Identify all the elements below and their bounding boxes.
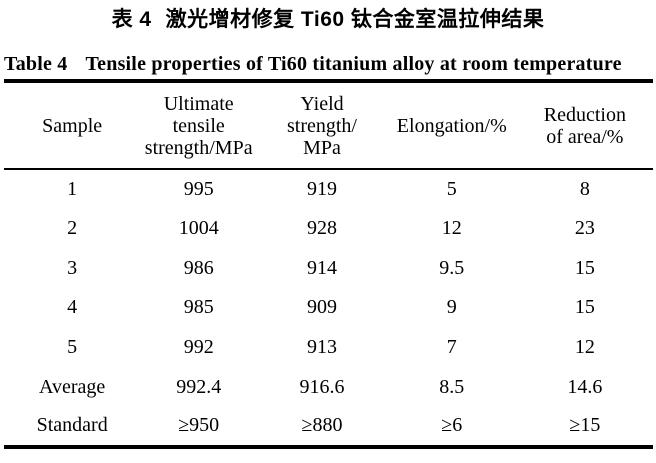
table-caption-english: Table 4 Tensile properties of Ti60 titani… bbox=[4, 52, 654, 76]
cell-elongation: 12 bbox=[441, 217, 462, 240]
cell-elongation: 9.5 bbox=[439, 256, 465, 279]
cell-elongation: ≥6 bbox=[441, 414, 463, 437]
table-header: Sample Ultimate tensile strength/MPa Yie… bbox=[4, 81, 653, 170]
header-yield-strength: Yield strength/ MPa bbox=[257, 81, 387, 170]
header-ultimate-tensile-strength: Ultimate tensile strength/MPa bbox=[140, 81, 258, 170]
cell-reduction: 14.6 bbox=[567, 375, 603, 398]
header-elongation: Elongation/% bbox=[386, 81, 517, 170]
cell-uts: 985 bbox=[183, 296, 214, 319]
cell-yield: 916.6 bbox=[299, 375, 345, 398]
cell-reduction: 15 bbox=[574, 256, 595, 279]
cell-elongation: 5 bbox=[446, 177, 457, 200]
cell-reduction: 12 bbox=[574, 336, 595, 359]
table-row-sample-5: 5 992 913 7 12 bbox=[4, 328, 653, 368]
cell-uts: 995 bbox=[183, 177, 214, 200]
cell-reduction: 23 bbox=[574, 217, 595, 240]
table-body: 1 995 919 5 8 2 1004 928 12 23 3 986 914… bbox=[4, 169, 653, 447]
cell-sample: 2 bbox=[67, 217, 78, 240]
table-row-average: Average 992.4 916.6 8.5 14.6 bbox=[4, 367, 653, 407]
table-row-standard: Standard ≥950 ≥880 ≥6 ≥15 bbox=[4, 407, 653, 447]
cell-yield: 913 bbox=[306, 336, 337, 359]
cell-sample: 4 bbox=[67, 296, 78, 319]
cell-elongation: 9 bbox=[446, 296, 457, 319]
table-title-chinese: 激光增材修复 Ti60 钛合金室温拉伸结果 bbox=[165, 8, 545, 31]
table-number-chinese: 表 4 bbox=[111, 8, 152, 31]
cell-uts: ≥950 bbox=[178, 414, 220, 437]
cell-sample: 5 bbox=[67, 336, 78, 359]
header-sample: Sample bbox=[4, 81, 141, 170]
table-row-sample-1: 1 995 919 5 8 bbox=[4, 169, 653, 209]
table-title-english: Tensile properties of Ti60 titanium allo… bbox=[85, 53, 622, 75]
cell-yield: 909 bbox=[306, 296, 337, 319]
cell-reduction: ≥15 bbox=[569, 414, 601, 437]
header-row: Sample Ultimate tensile strength/MPa Yie… bbox=[4, 81, 653, 170]
cell-yield: 919 bbox=[306, 177, 337, 200]
cell-yield: ≥880 bbox=[301, 414, 343, 437]
cell-sample: 3 bbox=[67, 256, 78, 279]
cell-elongation: 8.5 bbox=[439, 375, 465, 398]
cell-uts: 1004 bbox=[178, 217, 219, 240]
table-row-sample-2: 2 1004 928 12 23 bbox=[4, 209, 653, 249]
cell-yield: 914 bbox=[306, 256, 337, 279]
cell-yield: 928 bbox=[306, 217, 337, 240]
table-row-sample-3: 3 986 914 9.5 15 bbox=[4, 248, 653, 288]
cell-reduction: 15 bbox=[574, 296, 595, 319]
cell-sample: Average bbox=[39, 375, 106, 398]
header-reduction-of-area: Reduction of area/% bbox=[516, 81, 653, 170]
cell-uts: 992 bbox=[183, 336, 214, 359]
table-number-english: Table 4 bbox=[4, 53, 68, 75]
cell-reduction: 8 bbox=[579, 177, 590, 200]
cell-uts: 992.4 bbox=[176, 375, 222, 398]
cell-elongation: 7 bbox=[446, 336, 457, 359]
tensile-properties-table: Sample Ultimate tensile strength/MPa Yie… bbox=[4, 79, 653, 449]
table-row-sample-4: 4 985 909 9 15 bbox=[4, 288, 653, 328]
table-caption-chinese: 表 4 激光增材修复 Ti60 钛合金室温拉伸结果 bbox=[0, 0, 656, 33]
cell-sample: Standard bbox=[36, 414, 108, 437]
cell-uts: 986 bbox=[183, 256, 214, 279]
cell-sample: 1 bbox=[67, 177, 78, 200]
